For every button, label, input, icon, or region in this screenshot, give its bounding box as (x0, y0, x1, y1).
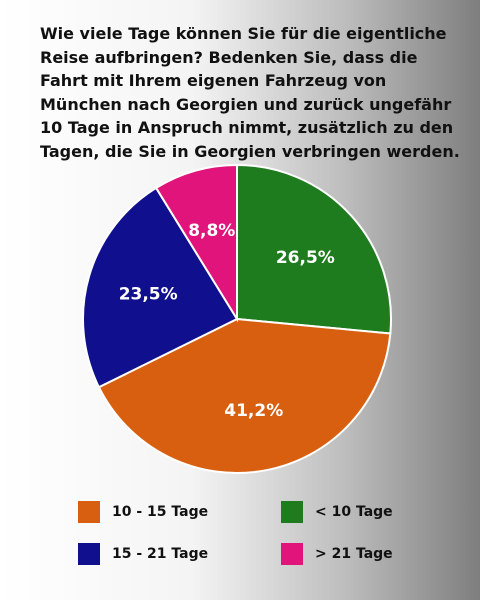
legend-swatch (78, 501, 100, 523)
pie-slice-labels: 26,5% 41,2% 23,5% 8,8% (119, 221, 335, 421)
legend-item-lt-10: < 10 Tage (281, 501, 393, 523)
legend-label: 10 - 15 Tage (112, 504, 209, 520)
pie-slices (82, 163, 392, 474)
slice-value-label: 23,5% (119, 285, 178, 305)
pie-slice (97, 317, 392, 474)
legend-item-gt-21: > 21 Tage (281, 543, 393, 565)
legend-swatch (281, 543, 303, 565)
legend-swatch (78, 543, 100, 565)
chart-title: Wie viele Tage können Sie für die eigent… (40, 24, 460, 161)
legend-item-15-21: 15 - 21 Tage (78, 543, 208, 565)
pie-slice (236, 163, 392, 335)
legend-item-10-15: 10 - 15 Tage (78, 501, 208, 523)
slice-value-label: 8,8% (188, 221, 235, 241)
slice-value-label: 41,2% (224, 401, 283, 421)
legend-label: < 10 Tage (315, 504, 393, 520)
legend-label: 15 - 21 Tage (112, 546, 209, 562)
legend-label: > 21 Tage (315, 546, 393, 562)
pie-slice (82, 186, 239, 389)
slice-value-label: 26,5% (276, 248, 335, 268)
legend-swatch (281, 501, 303, 523)
pie-slice (154, 163, 238, 323)
